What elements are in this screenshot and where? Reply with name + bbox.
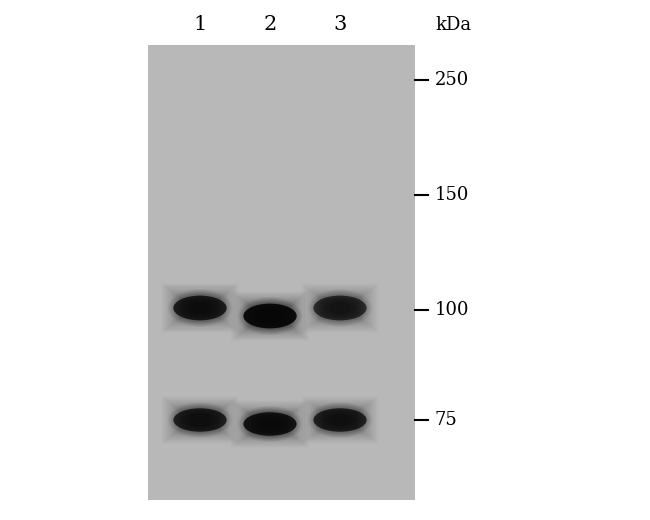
Ellipse shape <box>241 299 299 333</box>
Ellipse shape <box>243 409 297 439</box>
Ellipse shape <box>329 303 351 314</box>
Ellipse shape <box>320 297 360 319</box>
Ellipse shape <box>177 408 222 432</box>
Ellipse shape <box>254 415 287 433</box>
FancyBboxPatch shape <box>252 415 288 432</box>
Ellipse shape <box>179 409 221 431</box>
Ellipse shape <box>324 412 356 428</box>
Ellipse shape <box>180 409 220 431</box>
Ellipse shape <box>246 302 294 330</box>
Ellipse shape <box>326 301 354 316</box>
Ellipse shape <box>252 306 288 326</box>
Ellipse shape <box>246 303 293 329</box>
Ellipse shape <box>186 413 214 427</box>
Ellipse shape <box>251 306 289 327</box>
Ellipse shape <box>182 298 218 318</box>
Ellipse shape <box>250 413 290 435</box>
Ellipse shape <box>252 415 288 433</box>
Ellipse shape <box>188 302 212 314</box>
Ellipse shape <box>183 299 216 317</box>
Ellipse shape <box>254 307 287 325</box>
Ellipse shape <box>249 413 291 435</box>
Ellipse shape <box>259 310 281 321</box>
Ellipse shape <box>257 418 283 431</box>
Ellipse shape <box>320 409 360 431</box>
Ellipse shape <box>324 411 357 428</box>
Ellipse shape <box>181 297 219 318</box>
Ellipse shape <box>189 415 211 425</box>
Ellipse shape <box>180 297 220 319</box>
Ellipse shape <box>187 413 213 426</box>
Text: 100: 100 <box>435 301 469 319</box>
Ellipse shape <box>255 308 285 324</box>
Ellipse shape <box>248 412 292 436</box>
Ellipse shape <box>177 407 224 433</box>
Text: 3: 3 <box>333 16 346 34</box>
Ellipse shape <box>185 412 215 428</box>
Text: kDa: kDa <box>435 16 471 34</box>
Ellipse shape <box>329 415 351 425</box>
Ellipse shape <box>246 411 293 437</box>
FancyBboxPatch shape <box>252 307 288 324</box>
Ellipse shape <box>328 414 352 426</box>
Ellipse shape <box>187 301 213 315</box>
Ellipse shape <box>174 408 227 432</box>
FancyBboxPatch shape <box>249 305 291 327</box>
FancyBboxPatch shape <box>251 306 289 326</box>
Ellipse shape <box>250 305 290 327</box>
Ellipse shape <box>174 296 227 320</box>
Ellipse shape <box>177 295 224 321</box>
Ellipse shape <box>321 297 359 318</box>
Ellipse shape <box>257 309 283 323</box>
Ellipse shape <box>321 410 359 430</box>
Ellipse shape <box>255 417 284 431</box>
Ellipse shape <box>255 308 284 323</box>
Ellipse shape <box>328 302 352 314</box>
Ellipse shape <box>181 410 219 430</box>
Ellipse shape <box>248 303 292 329</box>
Ellipse shape <box>186 301 214 316</box>
Ellipse shape <box>188 414 212 426</box>
Ellipse shape <box>185 300 215 316</box>
Text: 2: 2 <box>263 16 277 34</box>
Ellipse shape <box>313 296 367 320</box>
Ellipse shape <box>249 304 291 328</box>
Ellipse shape <box>327 301 353 315</box>
Ellipse shape <box>258 310 282 322</box>
Bar <box>148 45 415 500</box>
Ellipse shape <box>242 300 298 332</box>
Ellipse shape <box>255 416 285 432</box>
FancyBboxPatch shape <box>251 414 289 433</box>
Ellipse shape <box>176 294 224 322</box>
Ellipse shape <box>258 418 282 430</box>
Ellipse shape <box>243 304 296 328</box>
Ellipse shape <box>179 296 221 320</box>
Ellipse shape <box>251 414 289 434</box>
Ellipse shape <box>318 408 362 432</box>
Ellipse shape <box>313 408 367 432</box>
Ellipse shape <box>259 419 281 429</box>
Ellipse shape <box>322 411 358 429</box>
Ellipse shape <box>177 295 222 321</box>
Ellipse shape <box>246 411 294 437</box>
Text: 150: 150 <box>435 186 469 204</box>
Ellipse shape <box>327 413 353 426</box>
Ellipse shape <box>244 301 296 331</box>
Ellipse shape <box>189 303 211 314</box>
Ellipse shape <box>317 407 363 433</box>
Text: 250: 250 <box>435 71 469 89</box>
Text: 1: 1 <box>193 16 207 34</box>
Ellipse shape <box>243 301 297 331</box>
Ellipse shape <box>324 300 356 316</box>
Ellipse shape <box>324 299 357 317</box>
Text: 75: 75 <box>435 411 458 429</box>
Ellipse shape <box>322 298 358 318</box>
Ellipse shape <box>183 411 216 428</box>
Ellipse shape <box>244 410 296 438</box>
Ellipse shape <box>319 409 361 431</box>
Ellipse shape <box>326 413 354 427</box>
FancyBboxPatch shape <box>248 304 292 328</box>
Ellipse shape <box>243 412 296 436</box>
Ellipse shape <box>182 411 218 429</box>
